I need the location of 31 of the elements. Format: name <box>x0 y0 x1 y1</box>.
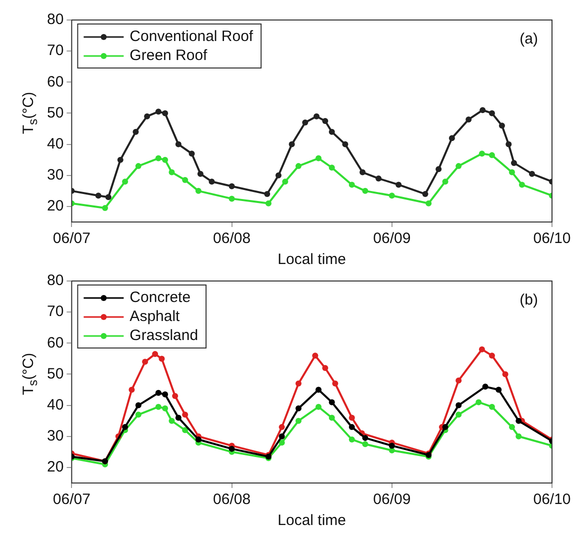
y-tick-label: 30 <box>46 166 64 184</box>
x-tick-label: 06/08 <box>213 230 251 248</box>
annotation: (a) <box>520 30 538 48</box>
x-axis-title: Local time <box>278 251 346 268</box>
y-tick-label: 80 <box>46 11 64 28</box>
x-axis-title: Local time <box>278 512 346 530</box>
y-tick-label: 50 <box>46 104 64 122</box>
y-tick-label: 60 <box>46 73 64 90</box>
y-tick-label: 30 <box>46 428 64 445</box>
y-tick-label: 60 <box>46 334 64 352</box>
y-tick-label: 80 <box>46 272 64 290</box>
x-tick-label: 06/09 <box>373 491 411 508</box>
y-tick-label: 70 <box>46 42 64 60</box>
legend-label: Asphalt <box>130 308 181 326</box>
legend-label: Concrete <box>130 289 191 306</box>
y-tick-label: 20 <box>46 198 64 215</box>
y-tick-label: 70 <box>46 303 64 320</box>
legend-label: Conventional Roof <box>130 28 254 46</box>
x-tick-label: 06/07 <box>52 491 90 508</box>
y-tick-label: 40 <box>46 135 64 152</box>
y-tick-label: 50 <box>46 365 64 382</box>
annotation: (b) <box>520 292 538 309</box>
y-tick-label: 40 <box>46 396 64 414</box>
x-tick-label: 06/07 <box>52 230 90 248</box>
x-tick-label: 06/10 <box>533 491 571 508</box>
y-tick-label: 20 <box>46 458 64 476</box>
legend-label: Grassland <box>130 327 198 344</box>
legend-label: Green Roof <box>130 47 208 64</box>
x-tick-label: 06/10 <box>533 230 571 248</box>
x-tick-label: 06/09 <box>373 230 411 248</box>
x-tick-label: 06/08 <box>213 491 251 508</box>
